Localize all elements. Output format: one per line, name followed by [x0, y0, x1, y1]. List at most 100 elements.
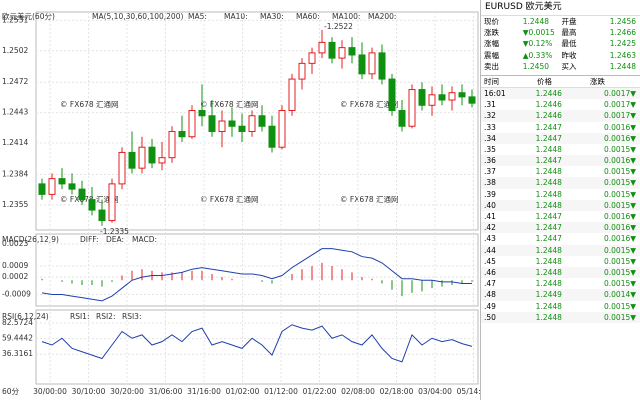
tick-rows: 16:01 1.2446 0.0017▼ .31 1.2446 0.0017▼ .32 1.2…	[481, 87, 640, 323]
quote-row: 震幅 ▲0.33% 昨收 1.2463	[481, 50, 640, 61]
watermark: © FX678 汇通网	[60, 194, 119, 204]
tick-cell: 0.0016▼	[604, 234, 637, 244]
tick-cell: 0.0015▼	[604, 178, 637, 188]
y-tick-label: 1.2472	[2, 77, 28, 86]
tick-cell: 0.0015▼	[604, 301, 637, 311]
candle-body	[298, 62, 306, 80]
tick-cell: 0.0015▼	[604, 189, 637, 199]
ma-label: MA60:	[296, 12, 320, 21]
frame	[35, 309, 479, 385]
candle-body	[98, 209, 106, 222]
rsi-label: RSI3:	[122, 312, 141, 321]
y-tick-label: 36.3161	[2, 349, 33, 358]
tick-cell: .36	[484, 156, 496, 166]
tick-cell: 0.0017▼	[604, 88, 637, 98]
quote-cell: ▼0.12%	[522, 39, 553, 49]
tick-cell: 0.0015▼	[604, 200, 637, 210]
quote-title: EURUSD 欧元美元	[481, 0, 640, 16]
quote-cell: ▲0.33%	[522, 50, 553, 60]
tick-cell: 0.0017▼	[604, 100, 637, 110]
macd-label: DEA:	[106, 235, 124, 244]
low-label: -1.2335	[100, 227, 129, 236]
tick-cell: .47	[484, 279, 496, 289]
tick-cell: 1.2447	[535, 156, 562, 166]
tick-row: .42 1.2447 0.0016▼	[481, 222, 640, 234]
quote-cell: 现价	[484, 17, 499, 26]
tick-cell: 1.2446	[535, 100, 562, 110]
tick-cell: .38	[484, 178, 496, 188]
y-tick-label: 1.2414	[2, 138, 28, 147]
tick-cell: .44	[484, 245, 496, 255]
quote-cell: 买入	[561, 61, 577, 71]
tick-row: .43 1.2447 0.0016▼	[481, 233, 640, 244]
ma-label: MA30:	[260, 12, 284, 21]
tick-row: 16:01 1.2446 0.0017▼	[481, 87, 640, 100]
tick-row: .38 1.2448 0.0015▼	[481, 177, 640, 189]
quote-rows: 现价 1.2448 开盘 1.2456 涨跌 ▼0.0015 最高 1.2466 涨幅 ▼0.12…	[481, 16, 640, 72]
tick-cell: .42	[484, 223, 496, 233]
watermark: © FX678 汇通网	[200, 99, 259, 109]
candle-body	[58, 178, 66, 185]
quote-panel: EURUSD 欧元美元 现价 1.2448 开盘 1.2456 涨跌 ▼0.0015 最高 1…	[480, 0, 640, 400]
quote-row: 涨幅 ▼0.12% 最低 1.2425	[481, 38, 640, 49]
y-tick-label: 1.2531	[2, 15, 28, 24]
quote-cell: 1.2466	[609, 28, 636, 38]
candle-body	[108, 183, 116, 222]
x-tick-label: 02/18:00	[380, 387, 414, 396]
quote-cell: 最低	[561, 39, 577, 49]
quote-cell: 涨幅	[484, 39, 499, 49]
y-tick-label: 0.0009	[2, 261, 28, 270]
tick-cell: 0.0017▼	[604, 111, 637, 121]
candle-body	[428, 94, 436, 106]
y-tick-label: 59.4442	[2, 334, 33, 343]
quote-cell: 震幅	[484, 50, 499, 60]
tick-cell: .35	[484, 144, 496, 154]
ma-title: MA(5,10,30,60,100,200)	[92, 12, 183, 21]
candle-body	[178, 130, 186, 138]
candle-body	[368, 52, 376, 75]
tick-cell: .40	[484, 200, 496, 210]
tick-cell: 1.2448	[535, 178, 562, 188]
candle-body	[88, 199, 96, 211]
high-label: -1.2522	[324, 22, 353, 31]
tick-cell: 0.0015▼	[604, 144, 637, 154]
candle-body	[468, 96, 476, 104]
candle-body	[318, 41, 326, 54]
tick-cell: 0.0016▼	[604, 223, 637, 233]
tick-cell: 1.2447	[535, 122, 562, 132]
watermark: © FX678 汇通网	[340, 99, 399, 109]
ma-label: MA100:	[332, 12, 360, 21]
tick-cell: .49	[484, 301, 496, 311]
tick-cell: .34	[484, 133, 496, 143]
tick-cell: 0.0015▼	[604, 256, 637, 266]
tick-cell: .50	[484, 312, 496, 322]
quote-cell: 1.2448	[609, 61, 636, 71]
tick-cell: .45	[484, 256, 496, 266]
tick-row: .46 1.2448 0.0015▼	[481, 266, 640, 279]
tick-cell: .48	[484, 290, 496, 300]
x-tick-label: 31/16:00	[187, 387, 221, 396]
y-tick-label: 0.0023	[2, 239, 28, 248]
x-tick-label: 30/10:00	[72, 387, 106, 396]
candle-body	[448, 92, 456, 101]
tick-cell: 1.2448	[535, 279, 562, 289]
candle-body	[148, 146, 156, 164]
quote-row: 卖出 1.2450 买入 1.2448	[481, 61, 640, 72]
diff-line	[41, 248, 472, 302]
candle-body	[458, 92, 466, 98]
ticks-header: 时间 价格 涨跌	[481, 74, 640, 88]
chart: 60分 欧元美元(60分) MA(5,10,30,60,100,200) MAC…	[2, 11, 491, 396]
tick-cell: .39	[484, 189, 496, 199]
candle-body	[168, 130, 176, 159]
tick-cell: 1.2448	[535, 245, 562, 255]
tick-row: .34 1.2447 0.0016▼	[481, 132, 640, 144]
chart-name: 欧元美元(60分)	[2, 11, 55, 21]
tick-row: .49 1.2448 0.0015▼	[481, 301, 640, 312]
candle-body	[198, 110, 206, 117]
ma-label: MA5:	[188, 12, 207, 21]
tick-row: .50 1.2448 0.0015▼	[481, 311, 640, 323]
tick-cell: 0.0016▼	[604, 156, 637, 166]
tick-cell: 1.2447	[535, 234, 562, 244]
frame	[35, 233, 479, 307]
quote-cell: 涨跌	[484, 28, 499, 38]
